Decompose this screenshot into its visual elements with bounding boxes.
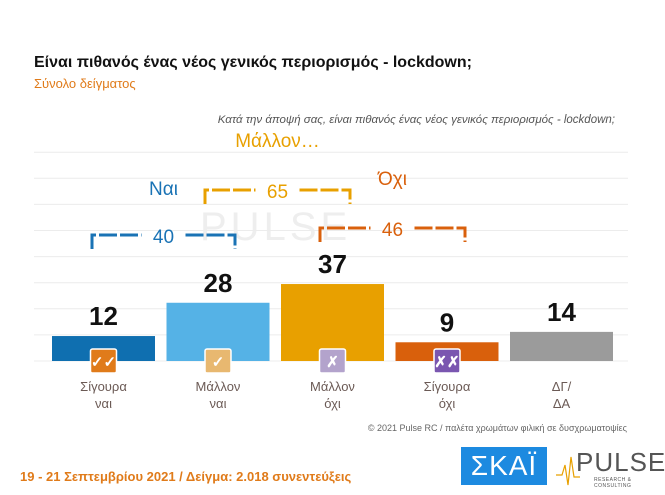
copyright-note: © 2021 Pulse RC / παλέτα χρωμάτων φιλική… [367,423,627,433]
double-check-icon [89,348,118,374]
category-label: ναι [95,396,112,411]
check-icon [204,348,232,374]
double-cross-icon [433,348,461,374]
data-label: 12 [89,301,118,331]
group-label: Ναι [149,179,178,200]
bar-chart: 12 ✓✓ Σίγουρα ναι 28 ✓ Μάλλον ναι 37 ✗ Μάλλον όχι 9 ✗… [34,131,628,411]
category-label: Σίγουρα [80,379,127,394]
data-label: 9 [440,307,454,337]
bar [510,331,613,361]
group-bracket [318,226,467,242]
category-label: Μάλλον [196,379,241,394]
data-label: 28 [204,268,233,298]
category-label: Σίγουρα [424,379,471,394]
skai-logo: ΣΚΑΪ [461,447,547,485]
category-label: ΔΓ/ [552,379,572,394]
bar [281,284,384,361]
double-cross-icon-glyph: ✗✗ [434,354,459,371]
group-value: 40 [153,227,174,248]
double-check-icon-glyph: ✓✓ [91,354,116,371]
data-label: 14 [547,297,576,327]
data-label: 37 [318,249,347,279]
cross-icon-glyph: ✗ [326,354,339,371]
group-bracket [90,233,237,249]
chart-question: Κατά την άποψή σας, είναι πιθανός ένας ν… [217,114,615,126]
group-value: 65 [267,182,288,203]
pulse-logo: PULSE RESEARCH & CONSULTING [556,447,665,489]
category-label: όχι [324,396,341,411]
category-label: ΔΑ [553,396,571,411]
group-label: Όχι [377,169,407,190]
group-bracket [203,188,352,204]
category-label: ναι [210,396,227,411]
category-label: όχι [439,396,456,411]
footer-date-sample: 19 - 21 Σεπτεμβρίου 2021 / Δείγμα: 2.018… [20,469,352,484]
page-subtitle: Σύνολο δείγματος [34,76,136,91]
page-title: Είναι πιθανός ένας νέος γενικός περιορισ… [34,54,472,71]
group-value: 46 [382,220,403,241]
group-label: Μάλλον… [235,131,320,152]
category-label: Μάλλον [310,379,355,394]
cross-icon [318,348,347,374]
check-icon-glyph: ✓ [212,354,225,371]
